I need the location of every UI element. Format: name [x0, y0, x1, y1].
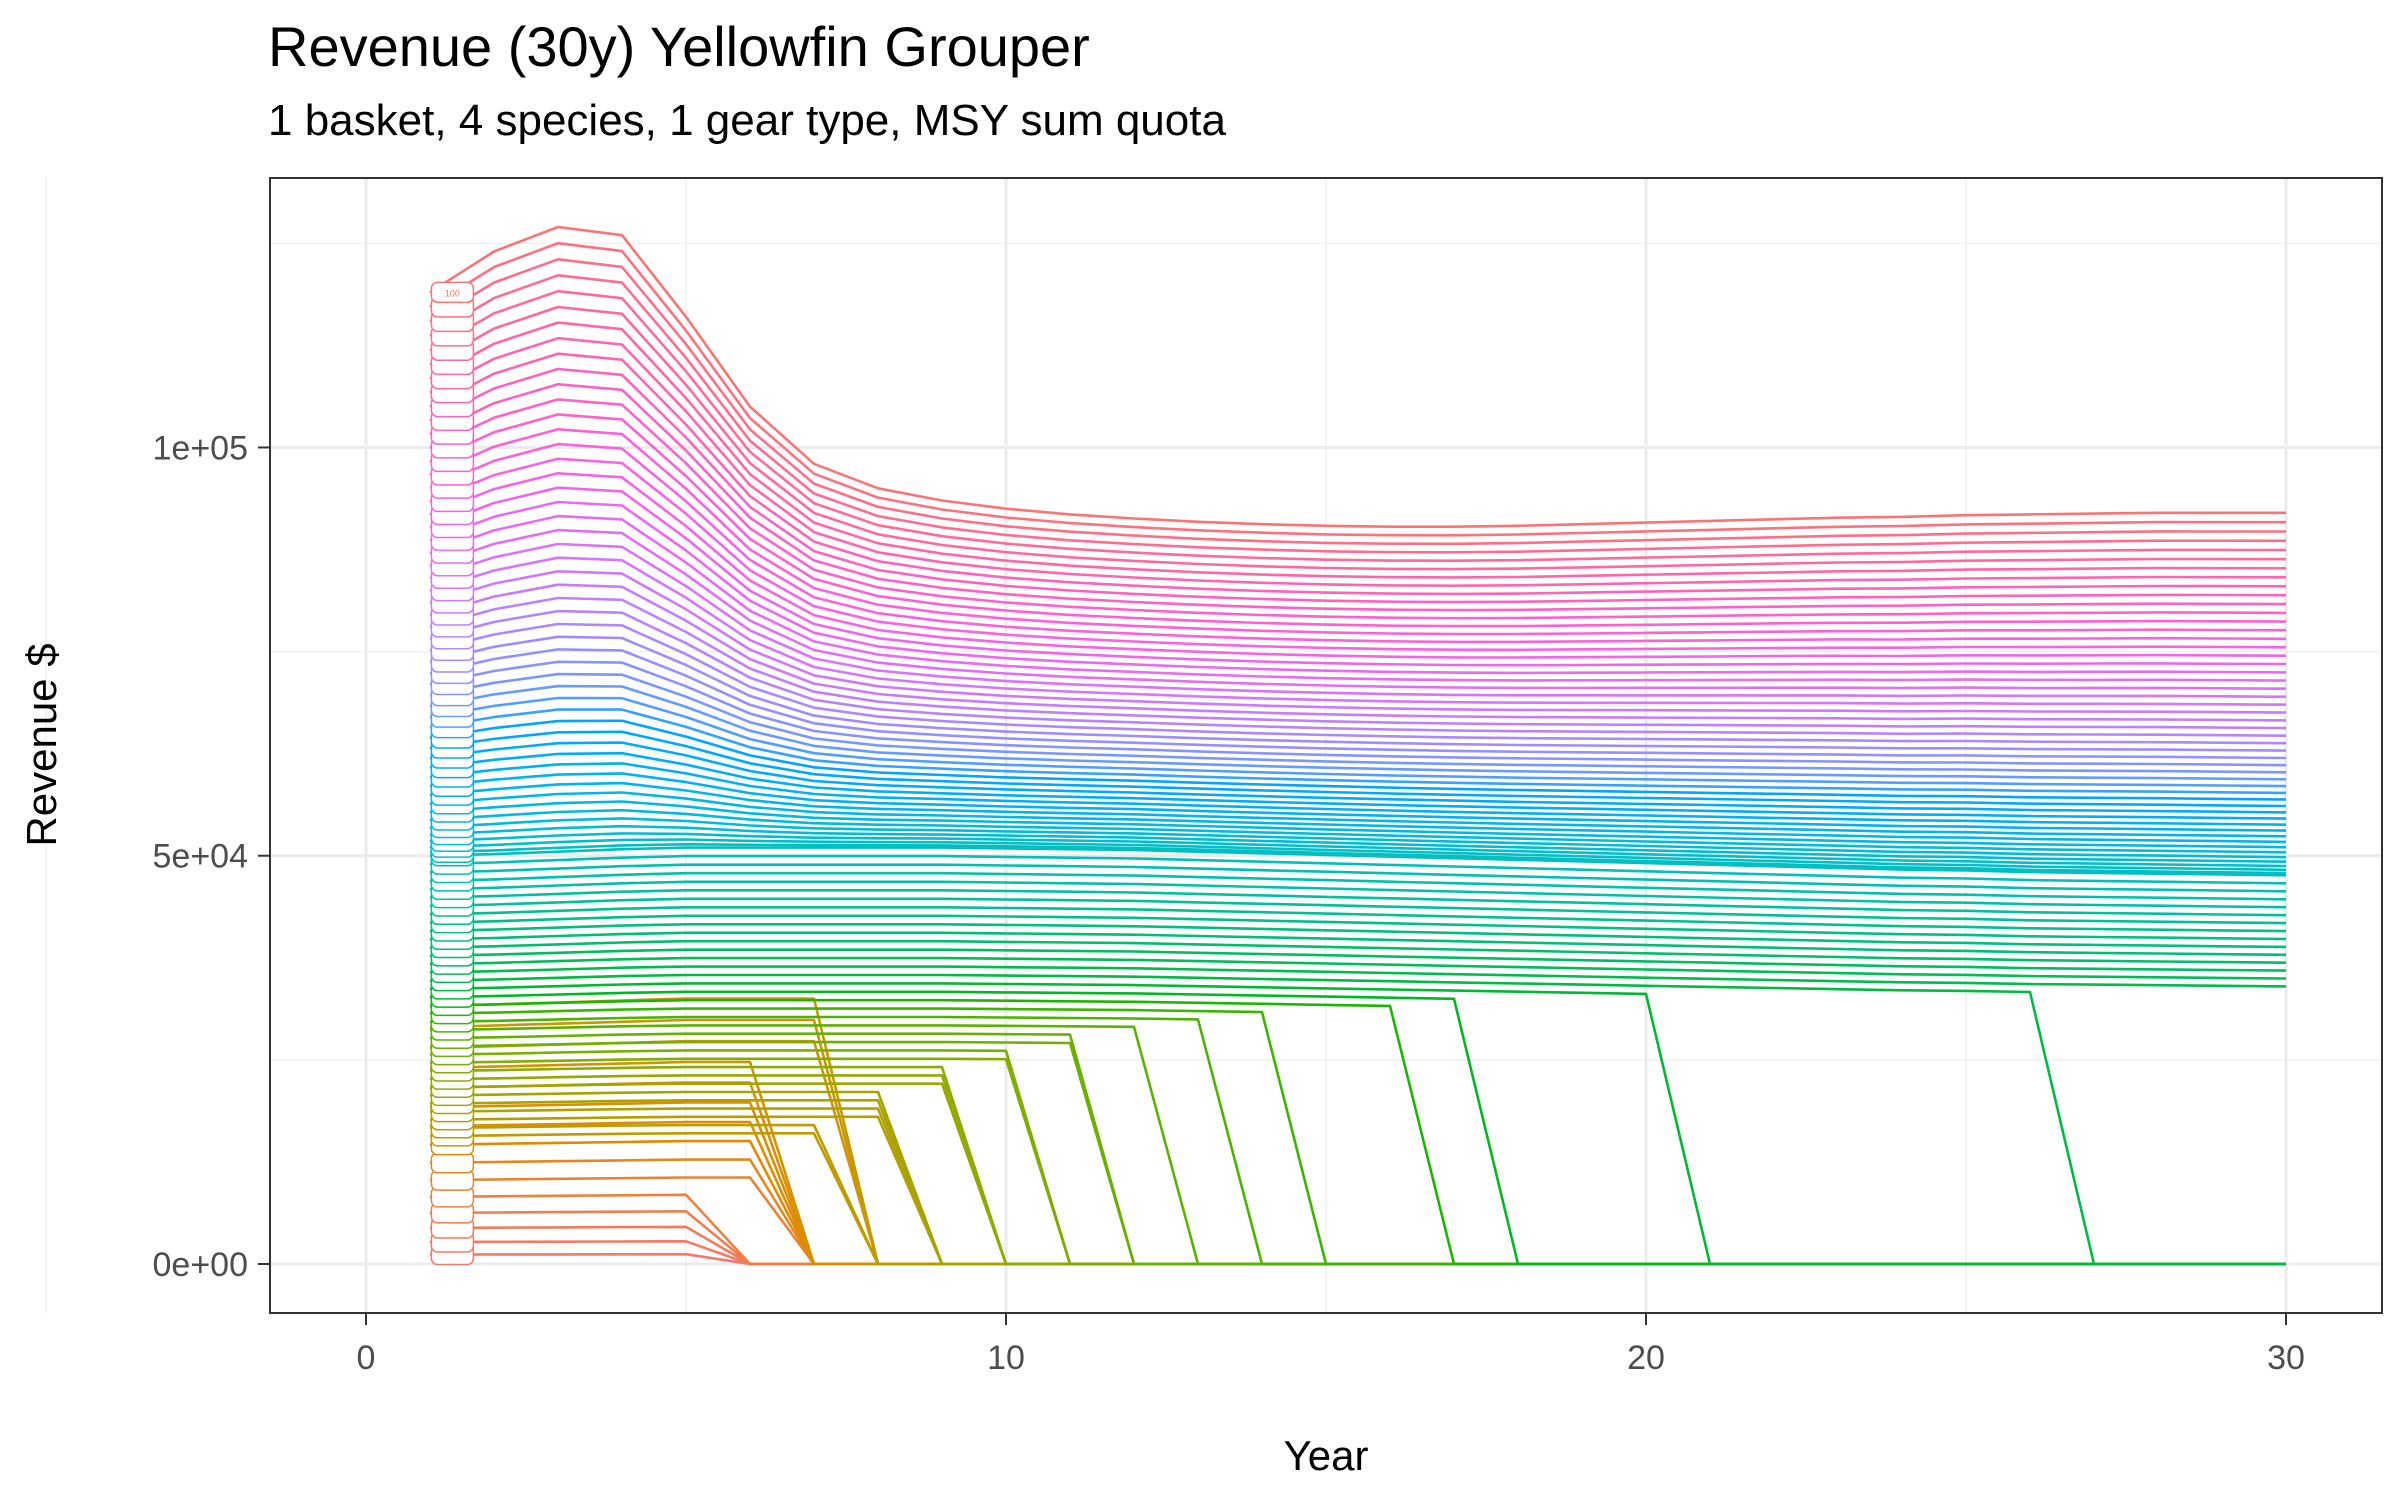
series-line-76 [429, 583, 2287, 722]
series-line-83 [429, 486, 2287, 667]
series-line-44 [429, 897, 2287, 925]
x-tick-label: 20 [1627, 1339, 1665, 1377]
series-line-54 [429, 824, 2287, 863]
series-line-85 [429, 457, 2287, 652]
series-line-97 [429, 274, 2287, 554]
series-line-34 [429, 982, 2286, 1266]
series-line-43 [429, 906, 2287, 933]
series-line-68 [429, 684, 2287, 781]
panel-border [269, 177, 2383, 1314]
series-line-67 [429, 696, 2287, 788]
series-line-51 [429, 843, 2287, 875]
series-line-37 [429, 956, 2287, 980]
series-line-98 [429, 258, 2286, 546]
series-line-66 [429, 708, 2287, 795]
series-line-52 [429, 838, 2287, 872]
series-line-57 [429, 800, 2287, 849]
chart-title: Revenue (30y) Yellowfin Grouper [268, 15, 1090, 78]
y-tick-label: 0e+00 [153, 1246, 249, 1284]
series-line-36 [429, 965, 2287, 988]
series-line-79 [429, 542, 2287, 699]
series-line-94 [429, 321, 2287, 579]
series-line-91 [429, 367, 2287, 604]
series-line-75 [429, 596, 2287, 730]
x-tick-label: 0 [357, 1339, 376, 1377]
series-line-78 [429, 556, 2287, 706]
x-tick-label: 10 [987, 1339, 1025, 1377]
series-line-74 [429, 609, 2287, 737]
series-line-84 [429, 472, 2287, 659]
series-line-81 [429, 514, 2287, 682]
series-line-49 [429, 854, 2287, 885]
series-line-88 [429, 413, 2287, 628]
series-line-35 [429, 973, 2286, 1266]
series-line-73 [429, 622, 2287, 745]
series-line-89 [429, 398, 2287, 620]
series-line-92 [429, 352, 2287, 596]
y-tick-label: 5e+04 [153, 838, 249, 876]
series-line-56 [429, 808, 2287, 854]
series-line-53 [429, 832, 2287, 868]
series-line-58 [429, 791, 2287, 844]
series-line-38 [429, 948, 2287, 972]
line-label-box [430, 281, 475, 304]
series-line-86 [429, 442, 2287, 644]
series-line-45 [429, 889, 2287, 917]
chart-subtitle: 1 basket, 4 species, 1 gear type, MSY su… [268, 96, 1226, 145]
series-line-62 [429, 751, 2287, 820]
series-line-100 [429, 225, 2286, 528]
series-line-46 [429, 880, 2287, 909]
series-line-48 [429, 863, 2287, 893]
series-line-39 [429, 939, 2287, 964]
series-line-71 [429, 648, 2287, 760]
series-line-72 [429, 635, 2287, 752]
series-line-95 [429, 305, 2287, 571]
x-axis-title: Year [1284, 1432, 1369, 1479]
series-line-64 [429, 730, 2287, 808]
series-line-99 [429, 241, 2286, 537]
series-line-42 [429, 914, 2287, 941]
series-line-77 [429, 570, 2287, 714]
series-line-61 [429, 762, 2287, 826]
series-lines [429, 225, 2287, 1266]
series-line-70 [429, 660, 2287, 767]
series-line-93 [429, 336, 2287, 587]
series-line-96 [429, 289, 2287, 562]
series-line-60 [429, 772, 2287, 832]
series-line-65 [429, 719, 2287, 801]
series-line-47 [429, 871, 2287, 901]
series-line-50 [429, 846, 2287, 877]
y-axis-title: Revenue $ [18, 643, 65, 846]
series-line-80 [429, 528, 2287, 690]
y-tick-label: 1e+05 [153, 429, 249, 467]
series-line-55 [429, 817, 2287, 859]
series-line-59 [429, 781, 2287, 838]
axes: 0 10 20 30 0e+00 5e+04 1e+05 [153, 429, 2305, 1377]
series-line-90 [429, 383, 2287, 612]
line-label-text: 100 [445, 288, 460, 298]
series-line-82 [429, 500, 2287, 675]
series-line-87 [429, 428, 2287, 636]
line-labels: 100 [430, 281, 475, 1266]
series-line-41 [429, 923, 2287, 949]
x-tick-label: 30 [2267, 1339, 2305, 1377]
line-label-box [430, 1151, 475, 1174]
series-line-69 [429, 672, 2287, 774]
series-line-40 [429, 931, 2287, 957]
series-line-63 [429, 741, 2287, 814]
